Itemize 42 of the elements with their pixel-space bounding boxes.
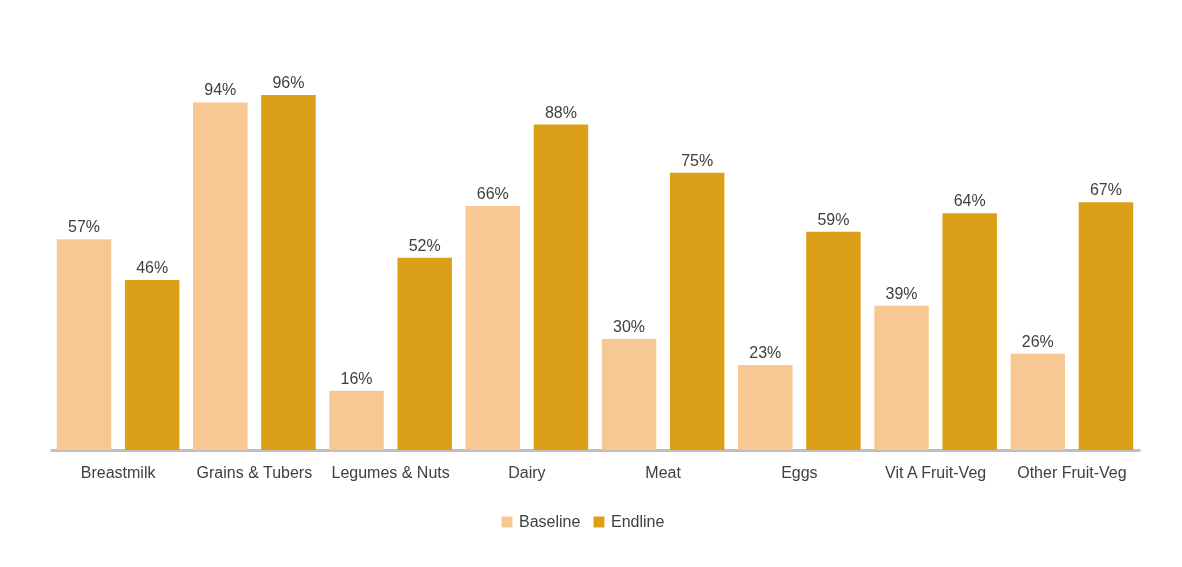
x-tick-label: Eggs — [781, 463, 818, 481]
bar — [465, 205, 521, 450]
bar — [874, 305, 929, 450]
data-label: 64% — [953, 192, 986, 210]
legend-label: Endline — [611, 513, 665, 530]
data-label: 75% — [681, 151, 714, 169]
bar — [397, 257, 452, 450]
data-label: 67% — [1089, 181, 1122, 199]
data-label: 57% — [68, 218, 101, 236]
data-label: 46% — [136, 258, 169, 276]
bar — [806, 231, 861, 450]
bar — [669, 172, 725, 450]
bar — [1010, 353, 1066, 450]
data-label: 66% — [476, 184, 509, 202]
bar — [601, 339, 657, 450]
legend-label: Baseline — [519, 513, 581, 530]
data-label: 88% — [544, 103, 577, 121]
x-tick-label: Dairy — [508, 463, 546, 481]
bar — [193, 102, 248, 450]
data-label: 30% — [613, 318, 646, 336]
bar — [56, 239, 112, 450]
data-label: 16% — [340, 369, 373, 387]
x-tick-label: Grains & Tubers — [196, 463, 313, 481]
bar — [942, 213, 997, 450]
bar — [261, 95, 316, 450]
bar — [124, 279, 180, 450]
data-label: 59% — [817, 210, 850, 228]
x-tick-label: Vit A Fruit-Veg — [885, 463, 987, 481]
bar — [533, 124, 589, 450]
data-label: 26% — [1021, 332, 1054, 350]
data-label: 94% — [204, 81, 237, 99]
x-tick-label: Meat — [645, 463, 682, 481]
x-tick-label: Legumes & Nuts — [331, 463, 450, 481]
data-label: 23% — [749, 343, 782, 361]
data-label: 52% — [408, 236, 441, 254]
data-label: 96% — [272, 74, 305, 91]
x-tick-label: Other Fruit-Veg — [1017, 463, 1127, 481]
x-tick-label: Breastmilk — [80, 463, 157, 481]
data-label: 39% — [885, 284, 918, 302]
bar — [329, 390, 384, 450]
bar — [1078, 202, 1134, 450]
bar — [738, 364, 793, 450]
